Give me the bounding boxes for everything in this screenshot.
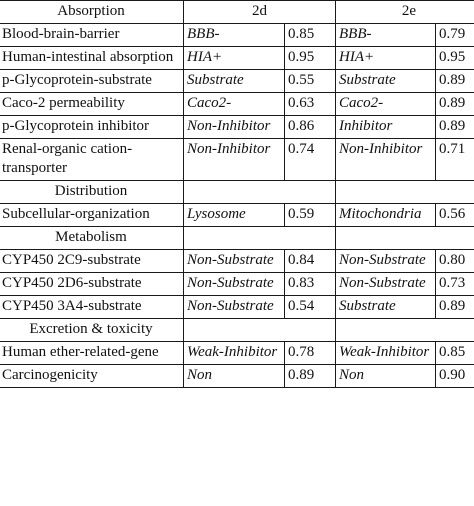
- header-absorption: Absorption: [0, 0, 184, 24]
- table-row: Human-intestinal absorption HIA+ 0.95 HIA+ 0…: [0, 46, 474, 70]
- probability-2e-cell: 0.89: [434, 92, 474, 116]
- table-row: Human ether-related-gene Weak-Inhibitor 0.…: [0, 341, 474, 365]
- admet-prediction-table: Absorption 2d 2e Blood-brain-barrier BBB-…: [0, 0, 474, 388]
- probability-2e-cell: 0.85: [434, 341, 474, 365]
- probability-2d-cell: 0.59: [284, 203, 336, 227]
- property-cell: CYP450 2C9-substrate: [0, 249, 184, 273]
- probability-2e-cell: 0.89: [434, 115, 474, 139]
- section-label: Metabolism: [0, 226, 184, 250]
- probability-2d-cell: 0.55: [284, 69, 336, 93]
- probability-2e-cell: 0.89: [434, 295, 474, 319]
- prediction-2e-cell: BBB-: [335, 23, 436, 47]
- section-empty-cell: [334, 226, 474, 250]
- prediction-2e-cell: Caco2-: [335, 92, 436, 116]
- probability-2d-cell: 0.95: [284, 46, 336, 70]
- header-compound-2e: 2e: [334, 0, 474, 24]
- section-empty-cell: [183, 318, 336, 342]
- property-cell: Human-intestinal absorption: [0, 46, 184, 70]
- prediction-2d-cell: HIA+: [183, 46, 285, 70]
- probability-2e-cell: 0.56: [434, 203, 474, 227]
- section-empty-cell: [334, 180, 474, 204]
- property-cell: Caco-2 permeability: [0, 92, 184, 116]
- prediction-2e-cell: Non-Substrate: [335, 249, 436, 273]
- prediction-2d-cell: Non-Substrate: [183, 272, 285, 296]
- prediction-2e-cell: Inhibitor: [335, 115, 436, 139]
- prediction-2e-cell: Substrate: [335, 69, 436, 93]
- property-cell: Renal-organic cation-transporter: [0, 138, 184, 181]
- property-cell: Subcellular-organization: [0, 203, 184, 227]
- probability-2d-cell: 0.83: [284, 272, 336, 296]
- probability-2d-cell: 0.54: [284, 295, 336, 319]
- property-cell: Carcinogenicity: [0, 364, 184, 388]
- probability-2d-cell: 0.89: [284, 364, 336, 388]
- table-row: Carcinogenicity Non 0.89 Non 0.90: [0, 364, 474, 388]
- prediction-2d-cell: Lysosome: [183, 203, 285, 227]
- section-label: Excretion & toxicity: [0, 318, 184, 342]
- table-header-row: Absorption 2d 2e: [0, 0, 474, 24]
- prediction-2e-cell: Substrate: [335, 295, 436, 319]
- table-body: Absorption 2d 2e Blood-brain-barrier BBB-…: [0, 0, 474, 388]
- header-compound-2d: 2d: [183, 0, 336, 24]
- prediction-2d-cell: Non-Substrate: [183, 295, 285, 319]
- prediction-2e-cell: Mitochondria: [335, 203, 436, 227]
- prediction-2d-cell: Non-Inhibitor: [183, 138, 285, 181]
- table-row: p-Glycoprotein inhibitor Non-Inhibitor 0.8…: [0, 115, 474, 139]
- probability-2d-cell: 0.86: [284, 115, 336, 139]
- probability-2e-cell: 0.80: [434, 249, 474, 273]
- probability-2d-cell: 0.78: [284, 341, 336, 365]
- table-row: p-Glycoprotein-substrate Substrate 0.55 Sub…: [0, 69, 474, 93]
- probability-2e-cell: 0.79: [434, 23, 474, 47]
- property-cell: Blood-brain-barrier: [0, 23, 184, 47]
- table-row: Caco-2 permeability Caco2- 0.63 Caco2- 0.89: [0, 92, 474, 116]
- property-cell: p-Glycoprotein-substrate: [0, 69, 184, 93]
- prediction-2e-cell: Non-Inhibitor: [335, 138, 436, 181]
- probability-2d-cell: 0.74: [284, 138, 336, 181]
- table-row: CYP450 3A4-substrate Non-Substrate 0.54 Sub…: [0, 295, 474, 319]
- property-cell: CYP450 3A4-substrate: [0, 295, 184, 319]
- prediction-2d-cell: Weak-Inhibitor: [183, 341, 285, 365]
- table-row: CYP450 2C9-substrate Non-Substrate 0.84 Non…: [0, 249, 474, 273]
- probability-2d-cell: 0.63: [284, 92, 336, 116]
- table-row: Renal-organic cation-transporter Non-Inhi…: [0, 138, 474, 181]
- property-cell: p-Glycoprotein inhibitor: [0, 115, 184, 139]
- prediction-2e-cell: Weak-Inhibitor: [335, 341, 436, 365]
- table-row: Subcellular-organization Lysosome 0.59 Mito…: [0, 203, 474, 227]
- prediction-2d-cell: BBB-: [183, 23, 285, 47]
- property-cell: CYP450 2D6-substrate: [0, 272, 184, 296]
- section-empty-cell: [334, 318, 474, 342]
- probability-2e-cell: 0.71: [434, 138, 474, 181]
- section-row: Distribution: [0, 180, 474, 204]
- table-row: Blood-brain-barrier BBB- 0.85 BBB- 0.79: [0, 23, 474, 47]
- probability-2e-cell: 0.73: [434, 272, 474, 296]
- prediction-2d-cell: Non-Inhibitor: [183, 115, 285, 139]
- prediction-2e-cell: Non: [335, 364, 436, 388]
- prediction-2d-cell: Substrate: [183, 69, 285, 93]
- probability-2e-cell: 0.89: [434, 69, 474, 93]
- prediction-2e-cell: HIA+: [335, 46, 436, 70]
- table-row: CYP450 2D6-substrate Non-Substrate 0.83 Non…: [0, 272, 474, 296]
- prediction-2e-cell: Non-Substrate: [335, 272, 436, 296]
- section-empty-cell: [183, 180, 336, 204]
- prediction-2d-cell: Non: [183, 364, 285, 388]
- prediction-2d-cell: Caco2-: [183, 92, 285, 116]
- property-cell: Human ether-related-gene: [0, 341, 184, 365]
- section-row: Metabolism: [0, 226, 474, 250]
- section-row: Excretion & toxicity: [0, 318, 474, 342]
- probability-2e-cell: 0.95: [434, 46, 474, 70]
- probability-2e-cell: 0.90: [434, 364, 474, 388]
- prediction-2d-cell: Non-Substrate: [183, 249, 285, 273]
- probability-2d-cell: 0.85: [284, 23, 336, 47]
- section-empty-cell: [183, 226, 336, 250]
- probability-2d-cell: 0.84: [284, 249, 336, 273]
- section-label: Distribution: [0, 180, 184, 204]
